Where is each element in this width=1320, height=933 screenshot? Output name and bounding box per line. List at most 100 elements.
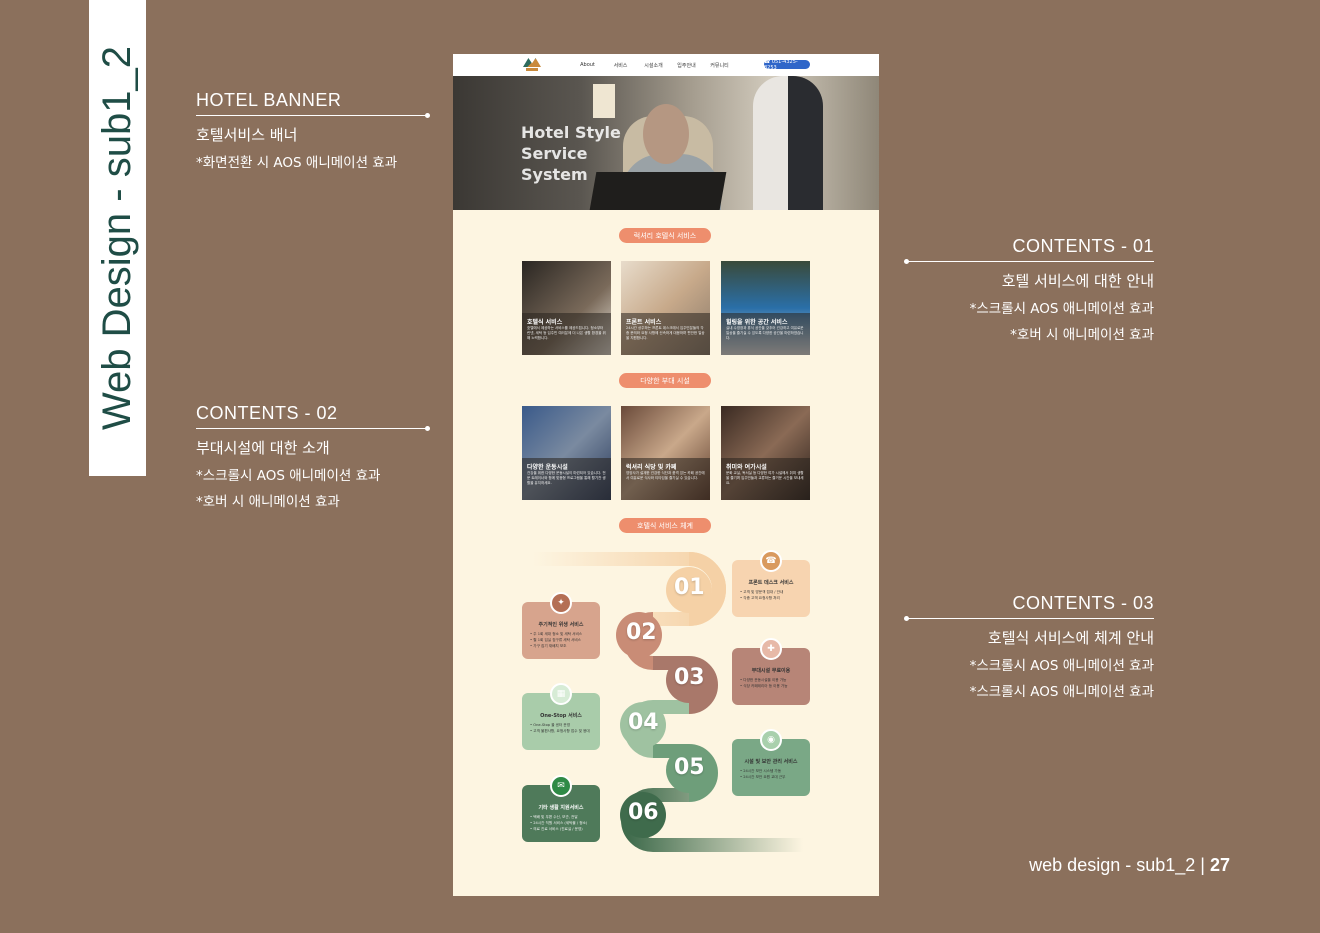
building-icon: ▦	[550, 683, 572, 705]
step-card-security[interactable]: ◉ 시설 및 보안 관리 서비스 • 24시간 보안 시스템 가동 • 24시간…	[732, 729, 810, 796]
step-title: One-Stop 서비스	[540, 713, 582, 719]
step-title: 프론트 데스크 서비스	[748, 580, 794, 586]
step-desc: • 주 1회 세대 청소 및 세탁 서비스 • 월 1회 입실 침구류 세탁 서…	[530, 631, 596, 649]
page-number: 27	[1209, 855, 1230, 875]
sidebar-title: Web Design - sub1_2	[95, 46, 139, 430]
step-number: 06	[628, 800, 659, 825]
facility-card[interactable]: 다양한 운동시설 건강을 위한 다양한 운동시설이 마련되어 있습니다. 전문 …	[522, 406, 611, 500]
step-card-one-stop[interactable]: ▦ One-Stop 서비스 • One-Stop 을 센터 운영 • 고객 불…	[522, 683, 600, 750]
card-desc: 호텔에서 제공하는 서비스를 제공드립니다. 청소부터 린넨, 세탁 등 입주민…	[527, 326, 606, 340]
service-card[interactable]: 호텔식 서비스 호텔에서 제공하는 서비스를 제공드립니다. 청소부터 린넨, …	[522, 261, 611, 355]
section-pill-facilities: 다양한 부대 시설	[619, 373, 711, 388]
step-title: 부대시설 무료이용	[751, 668, 791, 674]
annotation-note: *스크롤시 AOS 애니메이션 효과	[196, 468, 381, 484]
step-desc-item: • 식당 카페테리아 등 이용 가능	[740, 684, 788, 688]
card-desc: 영양사가 설계한 건강한 식단과 품격 있는 카페 공간에서 여유로운 식사와 …	[626, 471, 705, 480]
step-desc-item: • 다양한 운동시설을 이용 가능	[740, 678, 787, 682]
service-flow-path	[533, 552, 803, 852]
brand-logo[interactable]	[523, 58, 541, 72]
step-desc: • 다양한 운동시설을 이용 가능 • 식당 카페테리아 등 이용 가능	[740, 677, 806, 689]
card-title: 프론트 서비스	[626, 319, 662, 326]
step-number: 02	[626, 620, 657, 645]
step-desc: • One-Stop 을 센터 운영 • 고객 불편사항, 요청사항 접수 및 …	[530, 722, 596, 734]
step-desc: • 24시간 보안 시스템 가동 • 24시간 보안 요원 교대 근무	[740, 768, 806, 780]
step-desc-item: • One-Stop 을 센터 운영	[530, 723, 571, 727]
annotation-title: CONTENTS - 02	[196, 403, 338, 423]
facility-card[interactable]: 취미와 여가시설 문화 교실, 독서실 등 다양한 여가 시설에서 취미 생활을…	[721, 406, 810, 500]
annotation-note: *스크롤시 AOS 애니메이션 효과	[969, 658, 1154, 674]
step-desc-item: • 고객 불편사항, 요청사항 접수 및 응대	[530, 729, 590, 733]
website-mockup: About 서비스 시설소개 입주안내 커뮤니티 ☎ 051-4325-8253…	[453, 54, 879, 896]
step-node-4	[620, 702, 666, 748]
nav-item-moving-in[interactable]: 입주안내	[677, 62, 696, 69]
cctv-icon: ◉	[760, 729, 782, 751]
card-title: 힐링을 위한 공간 서비스	[726, 319, 788, 326]
step-desc-item: • 24시간 보안 시스템 가동	[740, 769, 782, 773]
annotation-note: *호버 시 애니메이션 효과	[1010, 327, 1154, 343]
mock-nav-menu: About 서비스 시설소개 입주안내 커뮤니티	[571, 54, 736, 76]
annotation-contents-03: CONTENTS - 03 호텔식 서비스에 체계 안내 *스크롤시 AOS 애…	[904, 593, 1154, 700]
step-title: 시설 및 보안 관리 서비스	[744, 759, 798, 765]
step-desc-item: • 24시간 직원 서비스 (세탁물 / 청소)	[530, 821, 588, 825]
card-title: 취미와 여가시설	[726, 464, 767, 471]
phone-button[interactable]: ☎ 051-4325-8253	[764, 59, 810, 71]
card-desc: 건강을 위한 다양한 운동시설이 마련되어 있습니다. 전문 트레이너와 함께 …	[527, 471, 606, 485]
facility-card[interactable]: 럭셔리 식당 및 카페 영양사가 설계한 건강한 식단과 품격 있는 카페 공간…	[621, 406, 710, 500]
annotation-line	[196, 113, 430, 118]
hero-photo-lamp	[593, 84, 615, 118]
annotation-note: *스크롤시 AOS 애니메이션 효과	[969, 684, 1154, 700]
step-node-5	[666, 747, 712, 793]
step-card-front-desk[interactable]: ☎ 프론트 데스크 서비스 • 고객 및 방문객 접대 / 안내 • 각종 고객…	[732, 550, 810, 617]
step-title: 기타 생활 지원서비스	[538, 805, 584, 811]
step-node-3	[666, 657, 712, 703]
step-desc-item: • 월 1회 입실 침구류 세탁 서비스	[530, 638, 581, 642]
annotation-note: *화면전환 시 AOS 애니메이션 효과	[196, 155, 398, 171]
step-desc-item: • 의료 진료 서비스 (진료실 / 운영)	[530, 827, 583, 831]
annotation-title: HOTEL BANNER	[196, 90, 342, 110]
hero-banner: Hotel Style Service System	[453, 76, 879, 210]
card-title: 다양한 운동시설	[527, 464, 568, 471]
hero-photo-guest-head	[643, 104, 689, 164]
footer-label: web design - sub1_2	[1029, 855, 1196, 875]
annotation-contents-02: CONTENTS - 02 부대시설에 대한 소개 *스크롤시 AOS 애니메이…	[196, 403, 430, 510]
hero-title-line: System	[521, 165, 588, 184]
nav-item-services[interactable]: 서비스	[613, 62, 628, 69]
annotation-note: *호버 시 애니메이션 효과	[196, 494, 340, 510]
hero-photo-staff	[753, 76, 823, 210]
service-card[interactable]: 프론트 서비스 24시간 상주하는 프론트 데스크에서 입주민분들의 각종 문의…	[621, 261, 710, 355]
nav-item-community[interactable]: 커뮤니티	[710, 62, 729, 69]
step-desc: • 택배 및 우편 수신, 보관, 전달 • 24시간 직원 서비스 (세탁물 …	[530, 814, 596, 832]
step-desc-item: • 24시간 보안 요원 교대 근무	[740, 775, 786, 779]
hero-title: Hotel Style Service System	[521, 122, 621, 185]
step-desc-item: • 고객 및 방문객 접대 / 안내	[740, 590, 784, 594]
nav-item-about[interactable]: About	[580, 62, 595, 68]
annotation-contents-01: CONTENTS - 01 호텔 서비스에 대한 안내 *스크롤시 AOS 애니…	[904, 236, 1154, 343]
section-pill-luxury: 럭셔리 호텔식 서비스	[619, 228, 711, 243]
footer-separator: |	[1195, 855, 1210, 875]
step-desc-item: • 가구 집기 재배치 보조	[530, 644, 567, 648]
step-node-1	[666, 567, 712, 613]
step-number: 01	[674, 575, 705, 600]
delivery-icon: ✉	[550, 775, 572, 797]
annotation-subtitle: 부대시설에 대한 소개	[196, 439, 330, 457]
hero-title-line: Service	[521, 144, 588, 163]
cleaning-icon: ✦	[550, 592, 572, 614]
nav-item-facilities[interactable]: 시설소개	[644, 62, 663, 69]
step-node-6	[620, 792, 666, 838]
signpost-icon: ✚	[760, 638, 782, 660]
step-card-facilities[interactable]: ✚ 부대시설 무료이용 • 다양한 운동시설을 이용 가능 • 식당 카페테리아…	[732, 638, 810, 705]
annotation-line	[904, 259, 1154, 264]
step-card-hygiene[interactable]: ✦ 주기적인 위생 서비스 • 주 1회 세대 청소 및 세탁 서비스 • 월 …	[522, 592, 600, 659]
step-desc-item: • 각종 고객 요청사항 처리	[740, 596, 780, 600]
annotation-title: CONTENTS - 01	[1012, 236, 1154, 256]
service-card[interactable]: 힐링을 위한 공간 서비스 실내 수영장과 휴식 공간을 갖추어 건강하고 여유…	[721, 261, 810, 355]
card-title: 호텔식 서비스	[527, 319, 563, 326]
annotation-line	[196, 426, 430, 431]
step-card-life-support[interactable]: ✉ 기타 생활 지원서비스 • 택배 및 우편 수신, 보관, 전달 • 24시…	[522, 775, 600, 842]
annotation-subtitle: 호텔 서비스에 대한 안내	[1001, 272, 1154, 290]
page-footer: web design - sub1_2 | 27	[1029, 855, 1230, 876]
concierge-icon: ☎	[760, 550, 782, 572]
annotation-title: CONTENTS - 03	[1012, 593, 1154, 613]
annotation-banner: HOTEL BANNER 호텔서비스 배너 *화면전환 시 AOS 애니메이션 …	[196, 90, 430, 171]
annotation-subtitle: 호텔식 서비스에 체계 안내	[987, 629, 1154, 647]
